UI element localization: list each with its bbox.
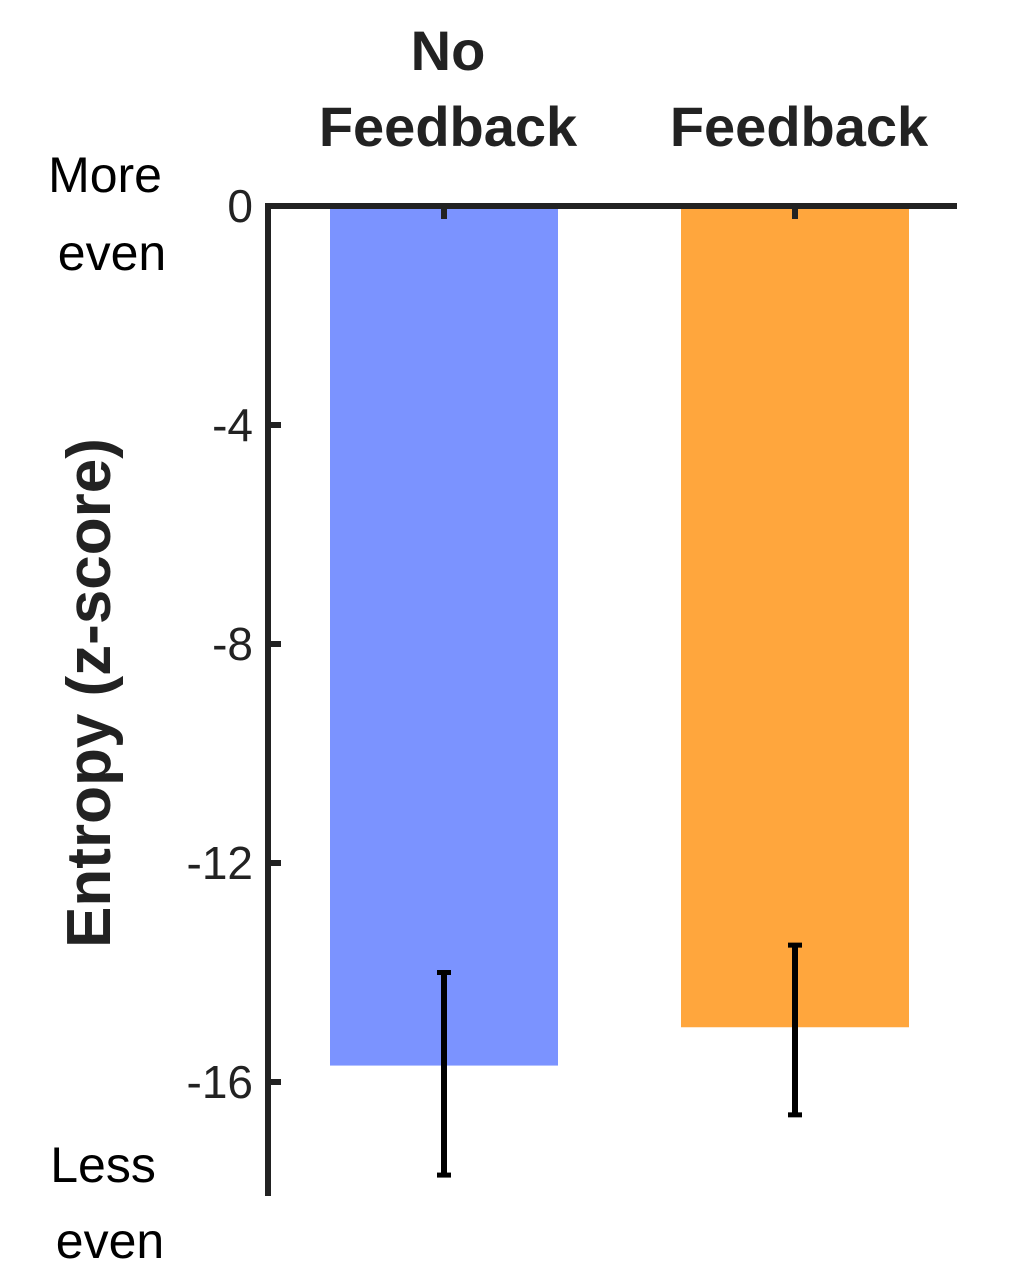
annotation-less: Less [50,1137,156,1193]
axes-layer [265,203,957,1196]
y-tick-label: -4 [212,399,253,451]
bar-no-feedback [330,209,558,1066]
annotation-even-bottom: even [56,1213,164,1269]
y-ticks-layer: 0 -4 -8 -12 -16 [187,180,281,1108]
y-tick-label: 0 [227,180,253,232]
errorbar-no-feedback [437,970,451,1178]
category-labels-layer: No Feedback Feedback [319,19,929,158]
y-axis-label: Entropy (z-score) [55,438,124,948]
annotation-more: More [48,147,162,203]
annotation-even-top: even [58,225,166,281]
y-tick-label: -8 [212,618,253,670]
category-label-no-feedback: No Feedback [319,19,578,158]
annotation-more-even: More even [48,147,176,281]
y-tick-label: -16 [187,1056,253,1108]
bar-feedback [681,209,909,1028]
category-label-feedback: Feedback [670,95,929,158]
bars-layer [330,209,909,1066]
x-ticks-layer [441,206,798,219]
y-tick-label: -12 [187,837,253,889]
errorbars-layer [437,942,802,1178]
annotation-less-even: Less even [50,1137,170,1269]
errorbar-feedback [788,942,802,1118]
